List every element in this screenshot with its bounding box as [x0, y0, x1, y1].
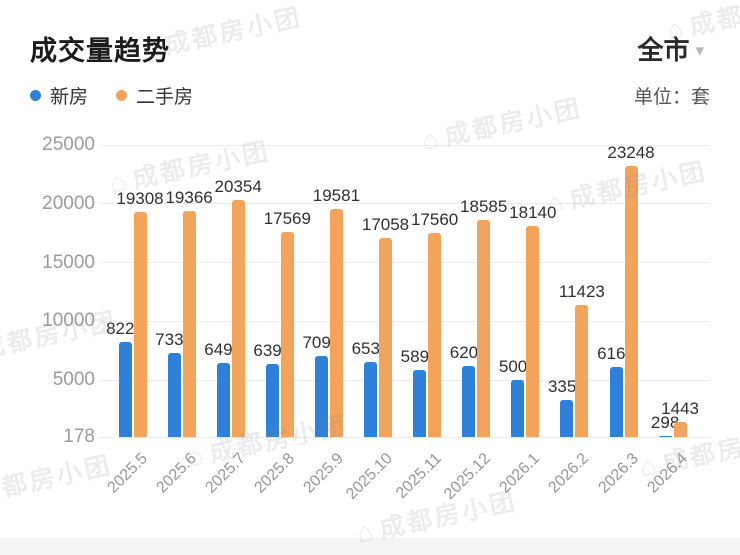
x-axis-tick-label: 2025.11: [393, 450, 446, 503]
x-axis-tick-label: 2026.4: [643, 450, 691, 497]
gridline: [100, 436, 710, 438]
bar-新房-2025.9[interactable]: [314, 355, 328, 437]
bar-value-label: 11423: [558, 281, 605, 301]
legend-item-1[interactable]: 二手房: [116, 82, 193, 109]
bar-二手房-2025.12[interactable]: [477, 220, 491, 437]
bar-value-label: 17569: [263, 209, 311, 229]
x-axis-tick-label: 2026.1: [496, 450, 544, 497]
bar-新房-2026.3[interactable]: [609, 366, 623, 437]
bar-新房-2025.7[interactable]: [216, 362, 230, 437]
legend-label: 新房: [50, 86, 89, 108]
gridline: [100, 262, 710, 264]
bar-二手房-2026.4[interactable]: [673, 422, 687, 437]
bar-value-label: 6165: [597, 343, 635, 363]
bar-新房-2025.8[interactable]: [265, 363, 279, 437]
legend-dot-icon: [116, 89, 128, 101]
chevron-down-icon: ▾: [695, 40, 704, 60]
legend-label: 二手房: [136, 86, 194, 108]
bar-value-label: 19308: [116, 188, 164, 208]
x-axis-tick-label: 2025.9: [300, 450, 347, 497]
x-axis-tick-label: 2026.3: [594, 450, 642, 497]
bar-新房-2025.12[interactable]: [462, 366, 476, 437]
bottom-divider: [0, 538, 740, 555]
bar-二手房-2025.9[interactable]: [329, 208, 343, 437]
gridline: [100, 320, 710, 322]
bar-新房-2025.5[interactable]: [118, 342, 132, 437]
region-label: 全市: [637, 34, 690, 65]
bar-二手房-2026.3[interactable]: [624, 165, 638, 437]
bar-新房-2026.2[interactable]: [560, 399, 574, 437]
x-axis-tick-label: 2025.5: [103, 450, 151, 497]
bar-新房-2025.10[interactable]: [364, 362, 377, 437]
y-axis-tick-label: 10000: [42, 310, 95, 332]
gridline: [100, 379, 710, 381]
x-axis-tick-label: 2025.6: [152, 450, 200, 497]
bar-二手房-2025.6[interactable]: [182, 211, 196, 437]
y-axis-tick-label: 15000: [42, 251, 95, 273]
y-axis-tick-label: 5000: [52, 369, 95, 391]
bar-新房-2025.11[interactable]: [413, 369, 427, 437]
y-axis-tick-label: 20000: [42, 192, 95, 214]
bar-二手房-2025.11[interactable]: [428, 232, 442, 437]
bar-value-label: 18140: [509, 202, 557, 222]
bar-value-label: 17058: [361, 215, 410, 235]
bar-新房-2026.1[interactable]: [511, 380, 525, 437]
bar-value-label: 3354: [547, 376, 586, 396]
x-axis-tick-label: 2025.8: [251, 450, 298, 497]
gridline: [100, 203, 710, 205]
page-title: 成交量趋势: [30, 35, 170, 66]
legend-dot-icon: [30, 89, 41, 101]
bar-二手房-2025.8[interactable]: [280, 232, 294, 437]
legend-row: 新房 二手房 单位：套: [30, 82, 710, 109]
bar-value-label: 18585: [460, 197, 508, 217]
bar-value-label: 19366: [165, 188, 213, 208]
bar-新房-2025.6[interactable]: [167, 352, 181, 437]
unit-label: 单位：套: [633, 86, 710, 108]
region-selector[interactable]: 全市 ▾: [637, 30, 704, 67]
y-axis-tick-label: 25000: [42, 134, 95, 155]
bar-value-label: 20354: [214, 176, 262, 196]
header: 成交量趋势 全市 ▾: [30, 30, 704, 66]
x-axis-tick-label: 2025.12: [441, 450, 495, 503]
bar-value-label: 23248: [607, 142, 655, 162]
bar-二手房-2026.2[interactable]: [575, 304, 589, 437]
x-axis-tick-label: 2025.10: [343, 450, 397, 503]
bar-二手房-2025.7[interactable]: [231, 199, 245, 437]
bar-value-label: 1443: [661, 399, 699, 419]
bar-二手房-2026.1[interactable]: [526, 225, 540, 437]
bar-二手房-2025.10[interactable]: [379, 238, 392, 437]
legend: 新房 二手房: [30, 82, 193, 109]
legend-item-0[interactable]: 新房: [30, 82, 88, 109]
y-axis-tick-label: 178: [63, 426, 95, 447]
bar-value-label: 19581: [312, 185, 361, 205]
bar-新房-2026.4[interactable]: [658, 435, 672, 437]
x-axis-tick-label: 2026.2: [545, 450, 593, 497]
bar-二手房-2025.5[interactable]: [133, 211, 147, 437]
bar-value-label: 17560: [410, 209, 459, 229]
x-axis-tick-label: 2025.7: [202, 450, 249, 497]
gridline: [100, 144, 710, 146]
bar-value-label: 298: [650, 412, 680, 432]
